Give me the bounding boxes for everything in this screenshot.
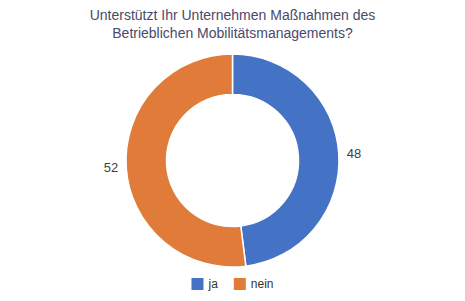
- legend-swatch: [234, 278, 246, 290]
- legend-label: nein: [251, 277, 274, 291]
- legend-label: ja: [207, 277, 218, 291]
- slices: [126, 54, 339, 267]
- legend: ja nein: [191, 277, 273, 291]
- legend-item: ja: [191, 277, 218, 291]
- data-label: 48: [347, 146, 361, 161]
- background: [0, 0, 465, 301]
- data-labels: 48 52: [104, 146, 361, 175]
- title-line: Unterstützt Ihr Unternehmen Maßnahmen de…: [90, 7, 376, 23]
- slice: [233, 54, 340, 266]
- chart-container: Unterstützt Ihr Unternehmen Maßnahmen de…: [0, 0, 465, 301]
- slice: [126, 54, 246, 267]
- legend-item: nein: [234, 277, 274, 291]
- data-label: 52: [104, 160, 118, 175]
- title-line: Betrieblichen Mobilitätsmanagements?: [112, 25, 353, 41]
- title: Unterstützt Ihr Unternehmen Maßnahmen de…: [90, 7, 376, 41]
- legend-swatch: [191, 278, 203, 290]
- chart-svg: Unterstützt Ihr Unternehmen Maßnahmen de…: [0, 0, 465, 301]
